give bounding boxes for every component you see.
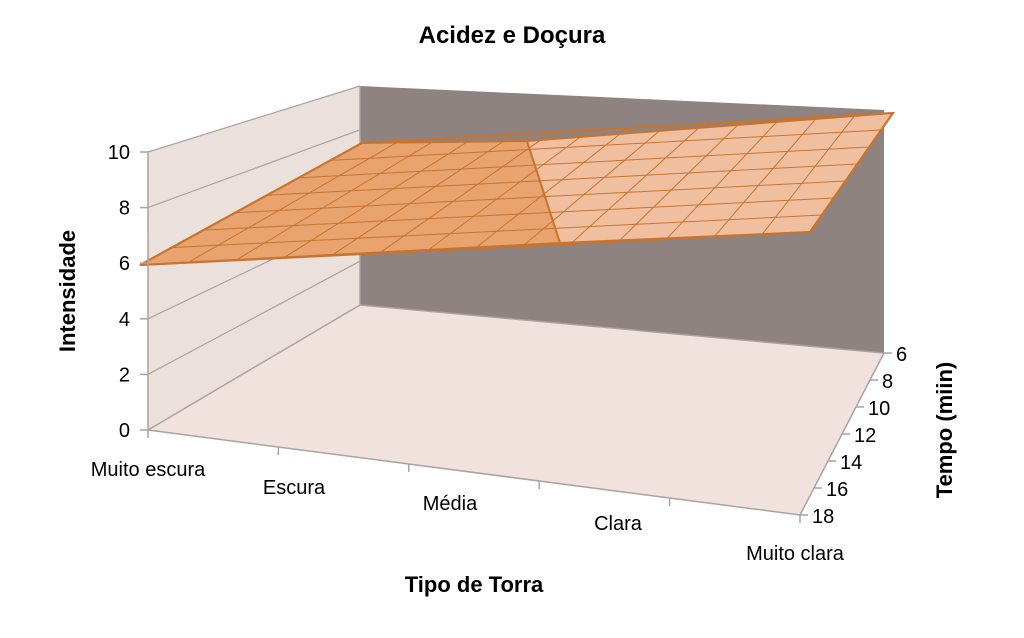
surface-gridline: [570, 123, 704, 245]
x-axis-ticks: Muito escura Escura Média Clara Muito clara: [91, 430, 845, 565]
surface-gridline: [298, 146, 870, 179]
surface-gridline: [666, 119, 780, 240]
surface-gridline: [266, 163, 858, 196]
y-tick-label: 6: [119, 253, 130, 275]
surface-gridline: [713, 116, 818, 238]
y-tick-label: 0: [119, 420, 130, 442]
surface-gridline: [522, 125, 666, 247]
z-tick-label: 10: [868, 398, 890, 420]
z-tick-label: 18: [812, 506, 834, 528]
z-axis-ticks: 68 10 12 14 16 18: [800, 344, 907, 528]
y-axis-title: Intensidade: [55, 230, 80, 352]
surface-gridline: [235, 180, 846, 214]
surface-gridline: [331, 134, 514, 256]
surface-gridline: [203, 197, 834, 231]
z-tick-label: 8: [882, 371, 893, 393]
surface-gridline: [235, 138, 439, 261]
x-axis-line: [147, 429, 801, 516]
x-axis-title: Tipo de Torra: [405, 572, 544, 597]
surface-gridline: [171, 214, 822, 249]
surface: [139, 111, 896, 266]
floor: [148, 305, 884, 515]
surface-gridline: [618, 121, 742, 242]
left-wall-gridline: [147, 129, 361, 209]
z-tick-label: 16: [826, 479, 848, 501]
surface-gridline: [378, 131, 552, 254]
surface-gridline: [187, 140, 401, 264]
z-tick-label: 6: [896, 344, 907, 366]
chart-title: Acidez e Doçura: [419, 22, 606, 49]
x-tick-label: Muito escura: [91, 459, 206, 481]
y-tick-label: 10: [108, 142, 130, 164]
x-tick-label: Clara: [594, 513, 643, 535]
y-tick-label: 2: [119, 364, 130, 386]
left-wall-gridline: [147, 85, 361, 153]
y-tick-label: 4: [119, 309, 130, 331]
surface-gridline: [474, 127, 628, 249]
x-tick-label: Muito clara: [746, 543, 845, 565]
left-wall-gridline: [147, 260, 361, 375]
y-tick-label: 8: [119, 198, 130, 220]
surface-gridline: [761, 114, 856, 235]
x-tick-label: Média: [423, 493, 478, 515]
z-axis-title: Tempo (miin): [932, 362, 957, 498]
surface-gridlines: [139, 111, 895, 266]
z-tick-label: 12: [854, 425, 876, 447]
z-tick-label: 14: [840, 452, 862, 474]
surface-gridline: [330, 129, 882, 161]
y-axis-ticks: 0 2 4 6 8 10: [108, 142, 148, 442]
surface-gridline: [283, 136, 477, 259]
surface-gridline: [426, 129, 590, 252]
surface-outline: [139, 111, 895, 266]
x-tick-label: Escura: [263, 477, 326, 499]
